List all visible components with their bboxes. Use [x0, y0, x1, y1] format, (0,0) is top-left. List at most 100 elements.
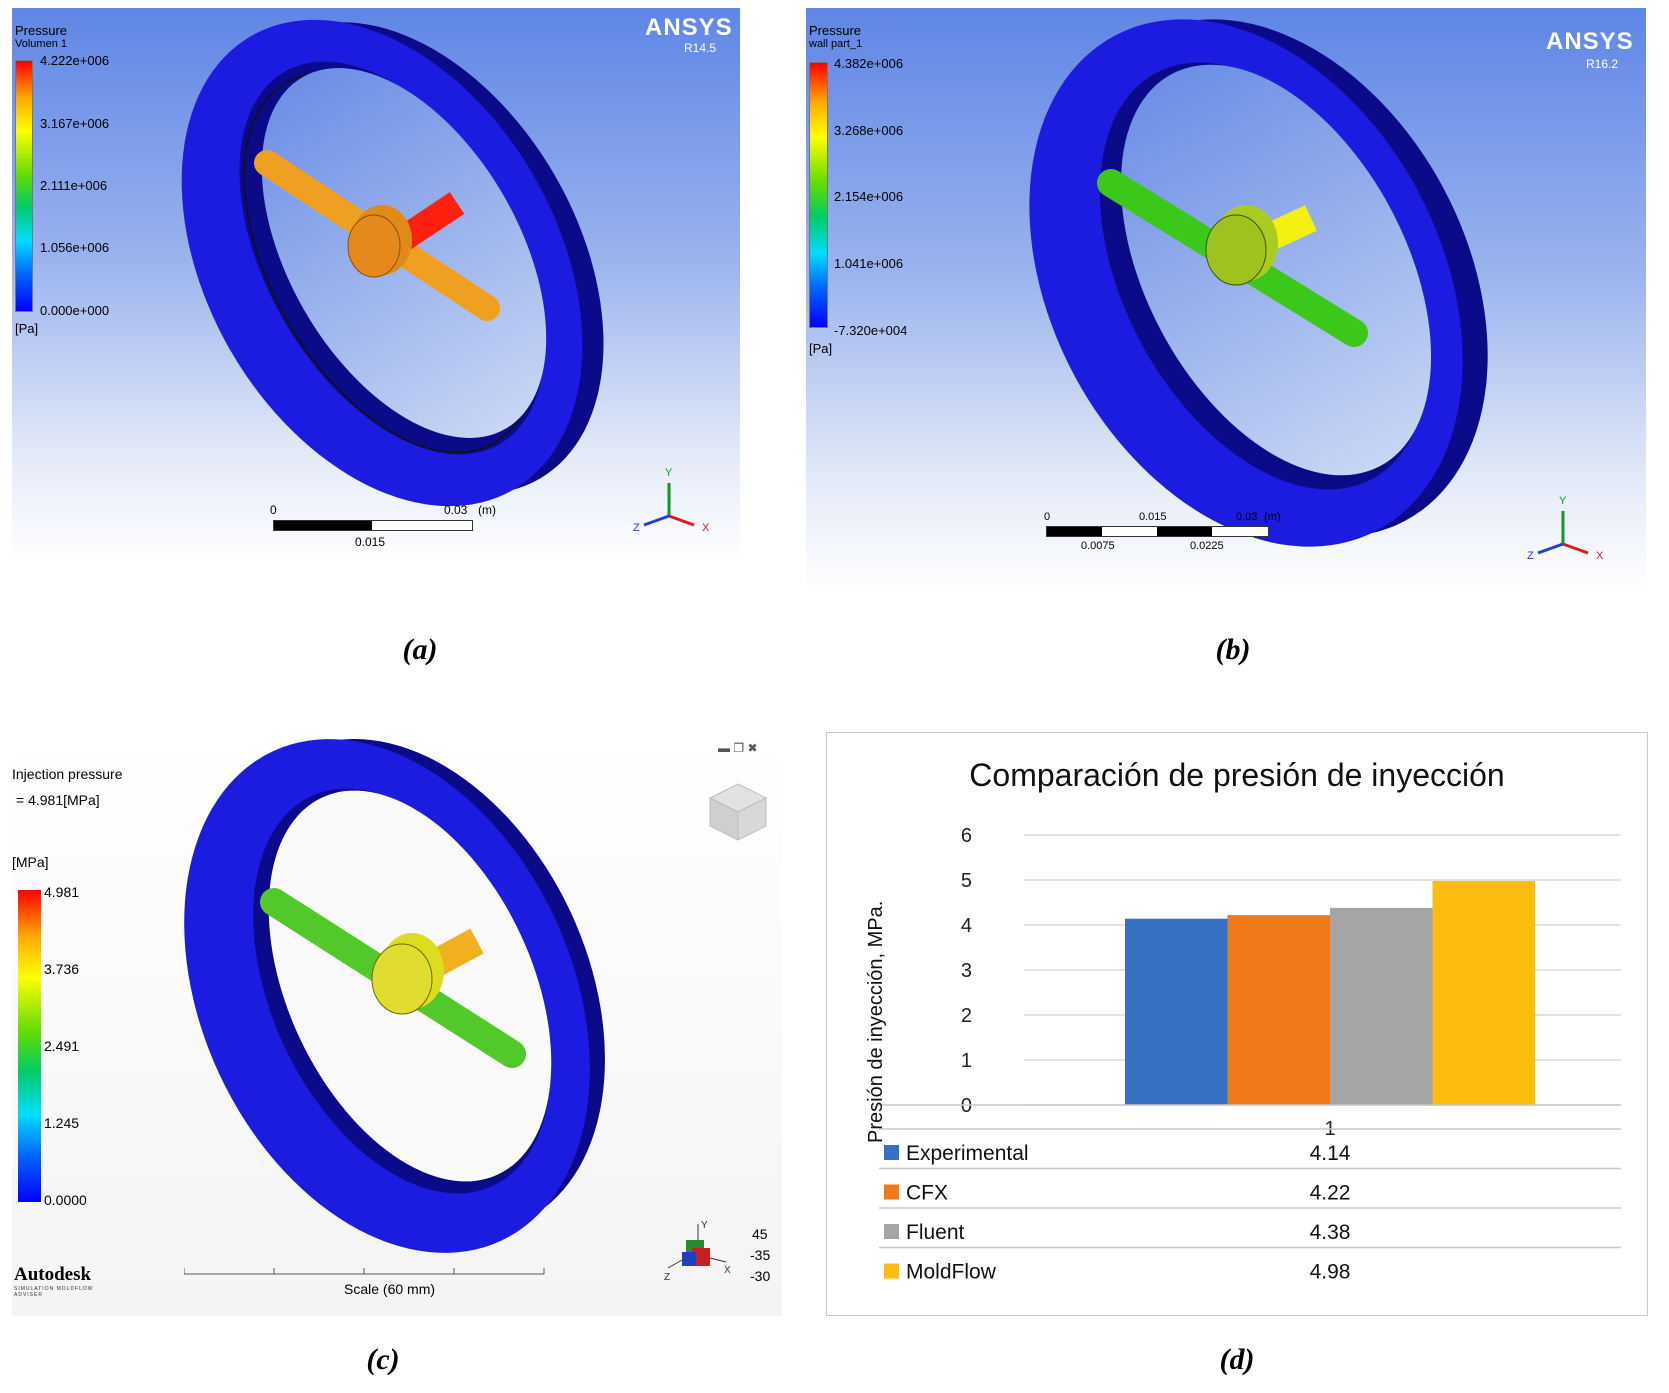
- wheel-model-b: [1029, 19, 1488, 547]
- legend-tick: 4.382e+006: [834, 56, 904, 71]
- chart-panel: Comparación de presión de inyección 0 1 2 3…: [826, 732, 1648, 1316]
- close-icon[interactable]: ✖: [747, 741, 758, 755]
- y-tick-label: 1: [961, 1050, 972, 1072]
- restore-icon[interactable]: ❐: [733, 741, 745, 755]
- scale-label-mid: 0.015: [355, 535, 386, 549]
- axis-z-label: Z: [633, 522, 640, 534]
- ansys-version: R16.2: [1586, 57, 1619, 71]
- chart-title: Comparación de presión de inyección: [969, 757, 1505, 793]
- panel-b-ansys-fluent: Pressure wall part_1 4.382e+006 3.268e+0…: [806, 8, 1646, 593]
- data-table-value: 4.38: [1310, 1221, 1351, 1244]
- axis-triad-icon: Y X Z: [633, 467, 710, 534]
- axis-triad-icon: Y X Z: [664, 1220, 731, 1283]
- legend-tick: -7.320e+004: [834, 323, 908, 338]
- wheel-model-c: [184, 739, 605, 1253]
- bar-fluent: [1330, 907, 1433, 1105]
- legend-tick: 3.167e+006: [40, 116, 110, 131]
- legend-series-name: Experimental: [906, 1142, 1029, 1165]
- legend-unit: [Pa]: [809, 341, 833, 356]
- y-tick-label: 5: [961, 870, 972, 892]
- scale-label-q3: 0.0225: [1190, 540, 1224, 552]
- scale-label-left: 0: [270, 503, 277, 517]
- scale-ruler: [184, 1268, 545, 1275]
- result-title: Injection pressure: [12, 766, 123, 782]
- bar-cfx: [1227, 915, 1330, 1105]
- color-legend-bar: [809, 62, 828, 328]
- autodesk-product: SIMULATION MOLDFLOW ADVISER: [14, 1286, 94, 1298]
- legend-subtitle: wall part_1: [809, 38, 863, 50]
- axis-y-label: Y: [701, 1220, 708, 1231]
- view-angle: 45: [752, 1226, 768, 1242]
- view-angle: -30: [750, 1268, 771, 1284]
- scale-unit: (m): [1264, 511, 1281, 523]
- legend-unit: [Pa]: [15, 321, 39, 336]
- color-legend-bar: [18, 890, 41, 1202]
- data-table-value: 4.14: [1310, 1142, 1351, 1165]
- panel-c-moldflow: Injection pressure = 4.981[MPa] [MPa] 4.…: [12, 736, 782, 1316]
- scale-label-left: 0: [1044, 511, 1051, 523]
- legend-series-name: MoldFlow: [906, 1261, 997, 1284]
- scale-label: Scale (60 mm): [344, 1281, 436, 1297]
- axis-x-label: X: [702, 522, 710, 534]
- caption-b: (b): [1215, 633, 1251, 666]
- data-table-value: 4.98: [1310, 1261, 1351, 1284]
- ansys-logo: ANSYS: [1546, 28, 1634, 55]
- axis-z-label: Z: [1527, 550, 1534, 562]
- legend-title: Pressure: [809, 23, 862, 38]
- legend-swatch: [884, 1224, 899, 1239]
- legend-tick: 2.491: [44, 1038, 80, 1054]
- axis-y-label: Y: [665, 467, 673, 479]
- scale-label-mid: 0.015: [1139, 511, 1167, 523]
- result-value: = 4.981[MPa]: [16, 792, 100, 808]
- y-tick-label: 4: [961, 915, 972, 937]
- legend-tick: 4.981: [44, 884, 80, 900]
- caption-a: (a): [402, 633, 438, 666]
- scale-bar: [1046, 526, 1269, 537]
- legend-swatch: [884, 1145, 899, 1160]
- axis-y-label: Y: [1559, 495, 1567, 507]
- y-tick-label: 0: [961, 1095, 972, 1117]
- legend-tick: 3.268e+006: [834, 123, 904, 138]
- scale-label-q1: 0.0075: [1081, 540, 1115, 552]
- legend-tick: 1.056e+006: [40, 240, 110, 255]
- data-table-value: 4.22: [1310, 1182, 1351, 1205]
- view-angle: -35: [750, 1247, 771, 1263]
- minimize-icon[interactable]: ▬: [718, 741, 730, 755]
- legend-tick: 2.111e+006: [40, 178, 108, 193]
- legend-unit: [MPa]: [12, 854, 49, 870]
- legend-subtitle: Volumen 1: [15, 38, 67, 50]
- ansys-logo: ANSYS: [645, 14, 733, 41]
- legend-tick: 1.041e+006: [834, 256, 904, 271]
- y-tick-label: 6: [961, 825, 972, 847]
- wheel-model-a: [181, 19, 604, 507]
- y-tick-label: 2: [961, 1005, 972, 1027]
- legend-tick: 4.222e+006: [40, 53, 110, 68]
- bar-moldflow: [1432, 880, 1535, 1105]
- legend-swatch: [884, 1184, 899, 1200]
- scale-unit: (m): [478, 503, 496, 517]
- legend-series-name: Fluent: [906, 1221, 965, 1244]
- legend-tick: 3.736: [44, 961, 80, 977]
- legend-title: Pressure: [15, 23, 68, 38]
- axis-x-label: X: [724, 1265, 731, 1276]
- panel-a-ansys-cfx: Pressure Volumen 1 4.222e+006 3.167e+006…: [12, 8, 740, 563]
- y-tick-label: 3: [961, 960, 972, 982]
- autodesk-logo: Autodesk SIMULATION MOLDFLOW ADVISER: [14, 1264, 104, 1298]
- bar-experimental: [1125, 918, 1228, 1105]
- view-cube-icon[interactable]: [706, 780, 770, 844]
- scale-label-right: 0.03: [1236, 511, 1258, 523]
- scale-bar: [273, 520, 473, 531]
- legend-tick: 0.000e+000: [40, 303, 110, 318]
- axis-x-label: X: [1596, 550, 1604, 562]
- caption-c: (c): [366, 1343, 400, 1376]
- ansys-version: R14.5: [684, 41, 717, 55]
- y-axis-label: Presión de inyección, MPa.: [865, 900, 887, 1143]
- legend-tick: 2.154e+006: [834, 189, 904, 204]
- axis-triad-icon: Y X Z: [1527, 495, 1604, 562]
- legend-tick: 0.0000: [44, 1192, 87, 1208]
- legend-series-name: CFX: [906, 1182, 948, 1205]
- window-controls[interactable]: ▬ ❐ ✖: [718, 741, 758, 755]
- caption-d: (d): [1219, 1343, 1255, 1376]
- legend-swatch: [884, 1263, 899, 1279]
